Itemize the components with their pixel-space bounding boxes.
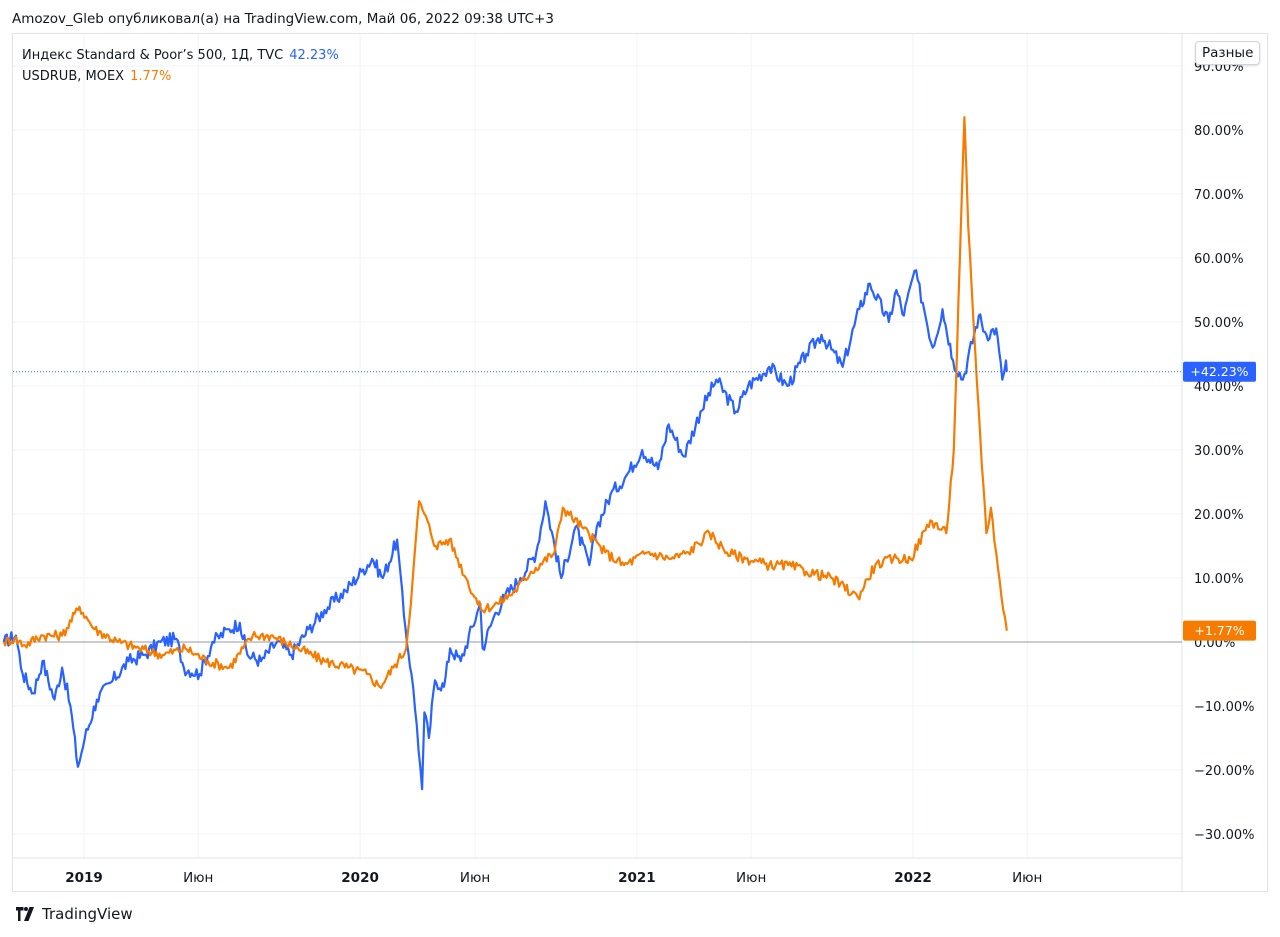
y-tick-label: 30.00%: [1194, 444, 1244, 459]
scale-mode-button[interactable]: Разные: [1195, 41, 1261, 65]
x-tick-label: Июн: [736, 870, 766, 886]
legend-usdrub-value: 1.77%: [130, 69, 172, 84]
price-label-text: +42.23%: [1190, 364, 1248, 379]
footer-brand: TradingView: [42, 905, 133, 923]
legend-spx-value: 42.23%: [289, 48, 339, 63]
y-tick-label: 40.00%: [1194, 380, 1244, 395]
y-tick-label: 10.00%: [1194, 572, 1244, 587]
y-tick-label: 80.00%: [1194, 124, 1244, 139]
usdrub-price-label: +1.77%: [1183, 620, 1256, 641]
price-label-bg: [1183, 361, 1256, 382]
x-tick-label: 2021: [618, 870, 656, 886]
tradingview-logo-icon: [16, 907, 34, 921]
price-label-bg: [1183, 620, 1256, 641]
grid: [13, 34, 1182, 858]
x-tick-label: Июн: [1012, 870, 1042, 886]
footer: TradingView: [12, 905, 133, 923]
y-tick-label: −30.00%: [1194, 828, 1254, 843]
x-tick-label: 2020: [341, 870, 379, 886]
x-tick-label: 2022: [894, 870, 932, 886]
legend-row-spx[interactable]: Индекс Standard & Poor’s 500, 1Д, TVC 42.…: [22, 45, 339, 66]
y-tick-label: 70.00%: [1194, 188, 1244, 203]
x-tick-label: Июн: [183, 870, 213, 886]
y-tick-label: −10.00%: [1194, 700, 1254, 715]
price-label-text: +1.77%: [1194, 623, 1244, 638]
publish-header: Amozov_Gleb опубликовал(а) на TradingVie…: [12, 11, 554, 27]
y-tick-label: 50.00%: [1194, 316, 1244, 331]
y-tick-label: 60.00%: [1194, 252, 1244, 267]
legend-usdrub-label: USDRUB, MOEX: [22, 69, 125, 84]
y-tick-label: 20.00%: [1194, 508, 1244, 523]
y-tick-label: −20.00%: [1194, 764, 1254, 779]
spx-series-line: [2, 269, 1008, 791]
legend-row-usdrub[interactable]: USDRUB, MOEX 1.77%: [22, 66, 339, 87]
legend: Индекс Standard & Poor’s 500, 1Д, TVC 42.…: [22, 45, 339, 87]
x-tick-label: Июн: [460, 870, 490, 886]
x-tick-label: 2019: [65, 870, 103, 886]
spx-price-label: +42.23%: [1183, 361, 1256, 382]
usdrub-series-line: [2, 116, 1008, 690]
legend-spx-label: Индекс Standard & Poor’s 500, 1Д, TVC: [22, 48, 284, 63]
chart-frame: [12, 33, 1268, 892]
